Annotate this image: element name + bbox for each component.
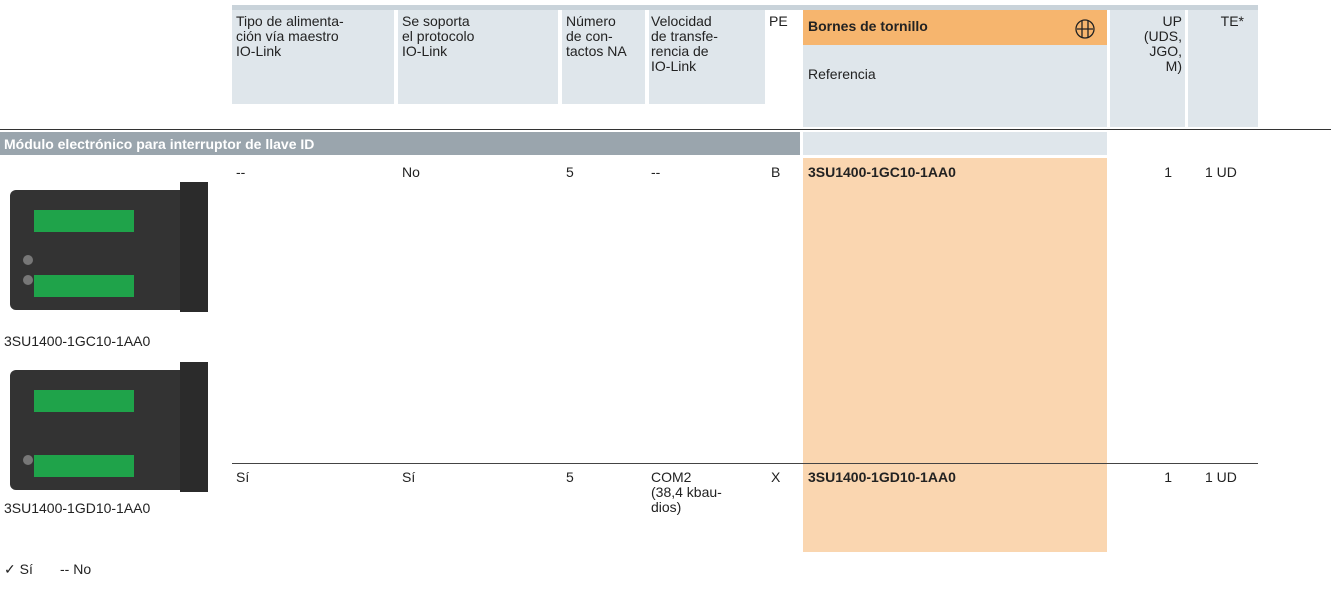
highlight-column <box>803 158 1107 552</box>
cell: B <box>771 164 781 180</box>
header-bg <box>562 10 645 104</box>
header-bg <box>649 10 765 104</box>
cell: X <box>771 469 781 485</box>
image-caption: 3SU1400-1GC10-1AA0 <box>4 333 151 349</box>
cell: 3SU1400-1GD10-1AA0 <box>808 469 956 485</box>
column-header: Bornes de tornillo <box>808 18 928 34</box>
page: Tipo de alimenta- ción vía maestro IO-Li… <box>0 5 1331 577</box>
header-bg <box>398 10 558 104</box>
header-bg <box>803 45 1107 127</box>
cell: Sí <box>236 469 250 485</box>
column-header: Tipo de alimenta- ción vía maestro IO-Li… <box>236 13 344 59</box>
section-bar <box>0 132 800 155</box>
cell: 5 <box>566 469 574 485</box>
row-rule <box>232 463 1258 464</box>
header-orange <box>803 10 1107 45</box>
cell: 1 <box>1164 469 1172 485</box>
cell: 1 <box>1164 164 1172 180</box>
column-header: TE* <box>1220 13 1244 29</box>
header-bg <box>232 10 394 104</box>
column-header: Velocidad de transfe- rencia de IO-Link <box>651 13 718 74</box>
section-bg <box>803 132 1107 155</box>
legend-item: ✓ Sí <box>4 561 33 577</box>
header-rule <box>0 129 1331 130</box>
cell: 5 <box>566 164 574 180</box>
column-header: UP (UDS, JGO, M) <box>1143 13 1182 74</box>
header-bg <box>1110 10 1185 127</box>
cell: COM2 (38,4 kbau- dios) <box>651 469 722 515</box>
header-strip <box>232 5 1258 10</box>
image-caption: 3SU1400-1GD10-1AA0 <box>4 500 151 516</box>
column-header: PE <box>769 13 788 29</box>
cell: 1 UD <box>1205 164 1237 180</box>
cell: Sí <box>402 469 416 485</box>
column-header: Referencia <box>808 66 876 82</box>
product-image <box>10 182 208 312</box>
screw-icon <box>1075 19 1095 39</box>
cell: 3SU1400-1GC10-1AA0 <box>808 164 956 180</box>
product-image <box>10 362 208 492</box>
column-header: Número de con- tactos NA <box>566 13 627 59</box>
column-header: Se soporta el protocolo IO-Link <box>402 13 475 59</box>
cell: -- <box>651 164 661 180</box>
cell: -- <box>236 164 246 180</box>
cell: 1 UD <box>1205 469 1237 485</box>
legend-item: -- No <box>60 561 92 577</box>
cell: No <box>402 164 420 180</box>
section-title: Módulo electrónico para interruptor de l… <box>4 136 315 152</box>
header-bg <box>1188 10 1258 127</box>
